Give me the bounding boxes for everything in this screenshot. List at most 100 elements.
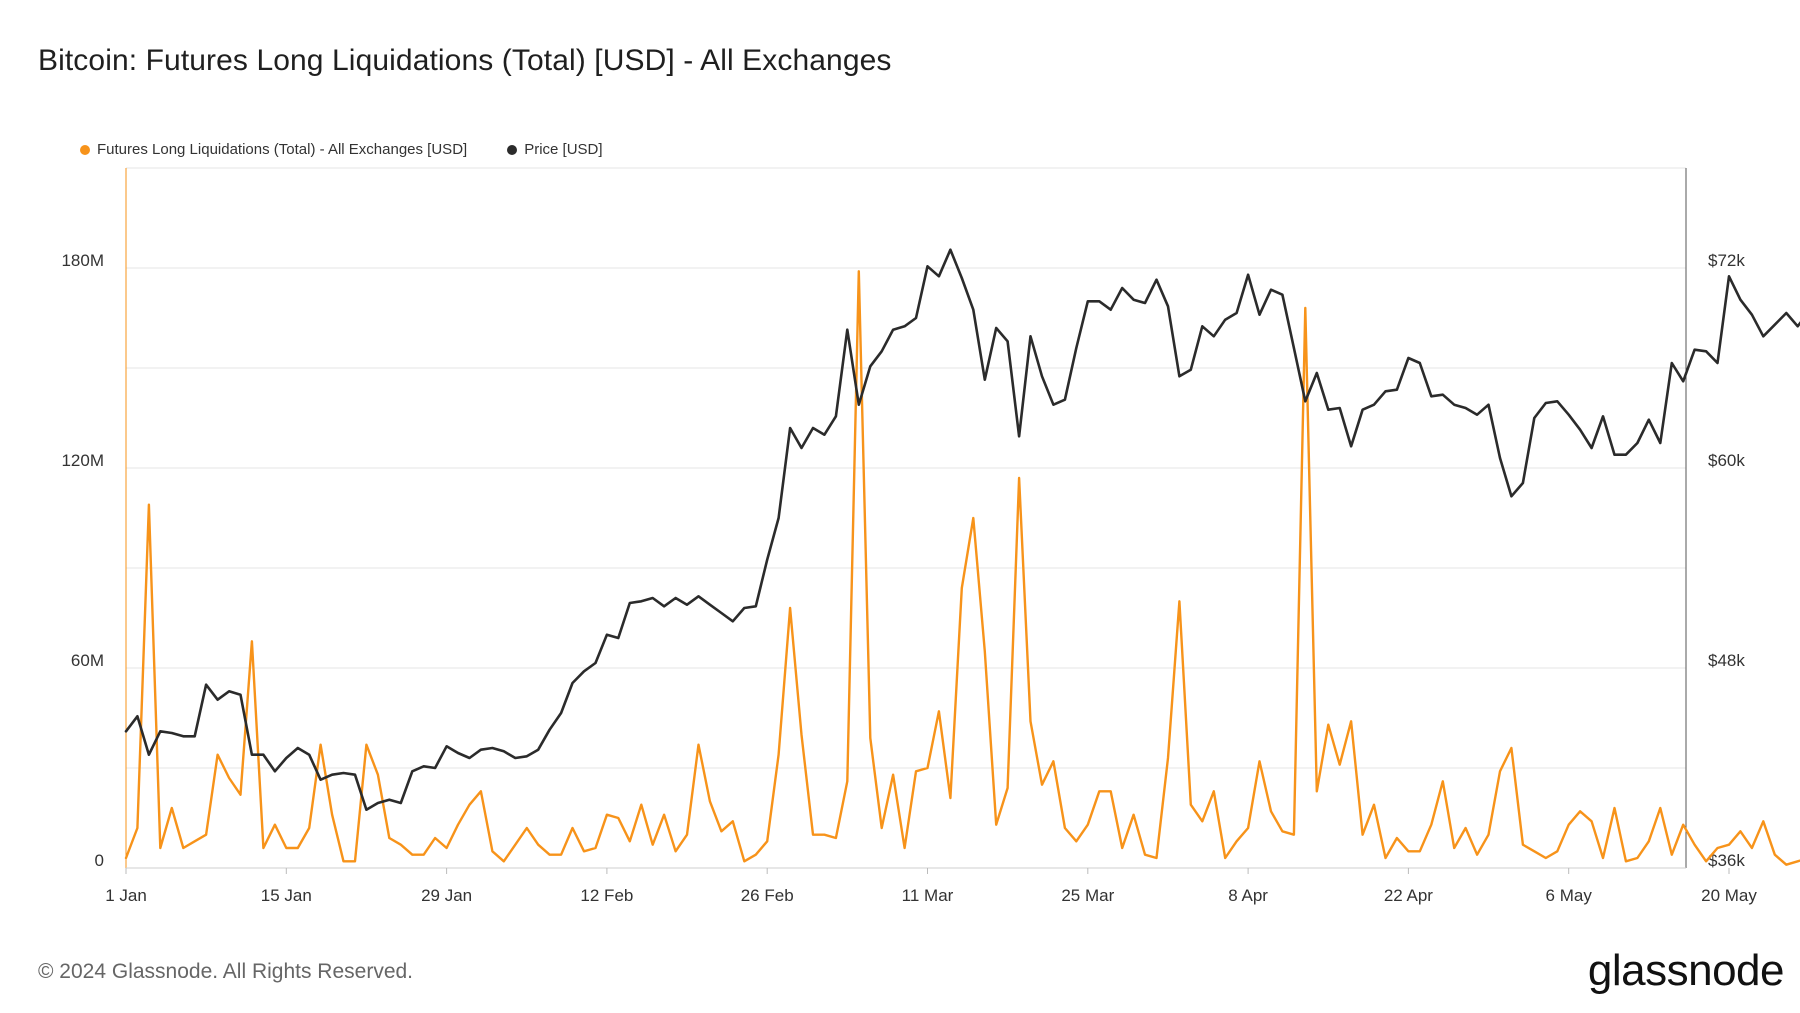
data-point bbox=[778, 754, 780, 756]
data-point bbox=[514, 844, 516, 846]
legend-item-liquidations[interactable]: Futures Long Liquidations (Total) - All … bbox=[80, 141, 467, 158]
data-point bbox=[1751, 314, 1753, 316]
data-point bbox=[663, 605, 665, 607]
data-point bbox=[205, 684, 207, 686]
data-point bbox=[1465, 407, 1467, 409]
data-point bbox=[320, 744, 322, 746]
grid bbox=[125, 167, 1687, 869]
data-point bbox=[411, 854, 413, 856]
data-point bbox=[1591, 447, 1593, 449]
data-point bbox=[949, 797, 952, 799]
data-point bbox=[365, 809, 367, 811]
data-point bbox=[720, 830, 723, 832]
data-point bbox=[1407, 850, 1409, 852]
data-point bbox=[892, 329, 894, 331]
data-point bbox=[1797, 860, 1799, 862]
data-point bbox=[789, 607, 791, 609]
data-point bbox=[182, 735, 184, 737]
data-point bbox=[1327, 409, 1329, 411]
data-point bbox=[571, 827, 574, 829]
data-point bbox=[1052, 404, 1054, 406]
data-point bbox=[743, 607, 745, 609]
data-point bbox=[1178, 600, 1180, 602]
data-point bbox=[320, 779, 322, 781]
data-point bbox=[1705, 350, 1707, 352]
data-point bbox=[1522, 482, 1524, 484]
data-point bbox=[1568, 824, 1570, 826]
data-point bbox=[1522, 844, 1524, 846]
y-right-tick-label: $36k bbox=[1708, 851, 1745, 870]
data-point bbox=[629, 840, 631, 842]
data-point bbox=[354, 774, 356, 776]
data-point bbox=[720, 612, 723, 614]
data-point bbox=[491, 747, 493, 749]
data-point bbox=[1785, 864, 1787, 866]
data-point bbox=[274, 770, 276, 772]
x-tick-label: 20 May bbox=[1701, 886, 1757, 905]
data-point bbox=[881, 350, 883, 352]
data-point bbox=[1579, 429, 1581, 431]
x-tick-label: 29 Jan bbox=[421, 886, 472, 905]
data-point bbox=[640, 600, 642, 602]
data-point bbox=[171, 807, 173, 809]
data-point bbox=[434, 767, 436, 769]
data-point bbox=[1029, 720, 1032, 722]
data-point bbox=[1339, 407, 1341, 409]
series-price bbox=[124, 248, 1800, 811]
data-point bbox=[1671, 362, 1673, 364]
data-point bbox=[1476, 854, 1478, 856]
data-point bbox=[1110, 790, 1112, 792]
data-point bbox=[549, 729, 551, 731]
chart-title: Bitcoin: Futures Long Liquidations (Tota… bbox=[38, 44, 892, 77]
x-tick-label: 12 Feb bbox=[580, 886, 633, 905]
data-point bbox=[800, 447, 803, 449]
data-point bbox=[239, 794, 242, 796]
data-point bbox=[228, 690, 230, 692]
data-point bbox=[1052, 760, 1054, 762]
data-point bbox=[1430, 824, 1432, 826]
data-point bbox=[697, 595, 700, 597]
data-point bbox=[480, 790, 482, 792]
data-point bbox=[709, 800, 711, 802]
data-point bbox=[1362, 409, 1364, 411]
data-point bbox=[594, 662, 597, 664]
data-point bbox=[1613, 454, 1616, 456]
data-point bbox=[1499, 457, 1501, 459]
data-point bbox=[938, 275, 940, 277]
data-point bbox=[1396, 389, 1398, 391]
data-point bbox=[342, 772, 345, 774]
data-point bbox=[1602, 415, 1604, 417]
data-point bbox=[1682, 380, 1684, 382]
data-point bbox=[1178, 375, 1180, 377]
data-point bbox=[1556, 400, 1558, 402]
data-point bbox=[652, 597, 654, 599]
x-tick-label: 26 Feb bbox=[741, 886, 794, 905]
data-point bbox=[1075, 347, 1077, 349]
y-left-tick-label: 60M bbox=[71, 651, 104, 670]
data-point bbox=[1041, 375, 1043, 377]
data-point bbox=[1133, 299, 1135, 301]
data-point bbox=[1155, 857, 1158, 859]
data-point bbox=[1682, 824, 1684, 826]
data-point bbox=[984, 379, 986, 381]
data-point bbox=[904, 325, 906, 327]
data-point bbox=[526, 827, 528, 829]
data-point bbox=[675, 597, 677, 599]
data-point bbox=[1007, 340, 1009, 342]
data-point bbox=[1774, 324, 1776, 326]
data-point bbox=[1739, 830, 1741, 832]
data-point bbox=[377, 774, 379, 776]
data-point bbox=[297, 847, 299, 849]
data-point bbox=[904, 847, 906, 849]
data-point bbox=[629, 602, 631, 604]
data-point bbox=[1236, 840, 1238, 842]
data-point bbox=[1064, 827, 1066, 829]
data-point bbox=[1190, 369, 1192, 371]
data-point bbox=[1018, 435, 1020, 437]
data-point bbox=[1659, 442, 1661, 444]
legend-item-price[interactable]: Price [USD] bbox=[507, 141, 603, 158]
data-point bbox=[1476, 414, 1478, 416]
data-point bbox=[159, 847, 161, 849]
data-point bbox=[743, 860, 745, 862]
data-point bbox=[365, 744, 367, 746]
